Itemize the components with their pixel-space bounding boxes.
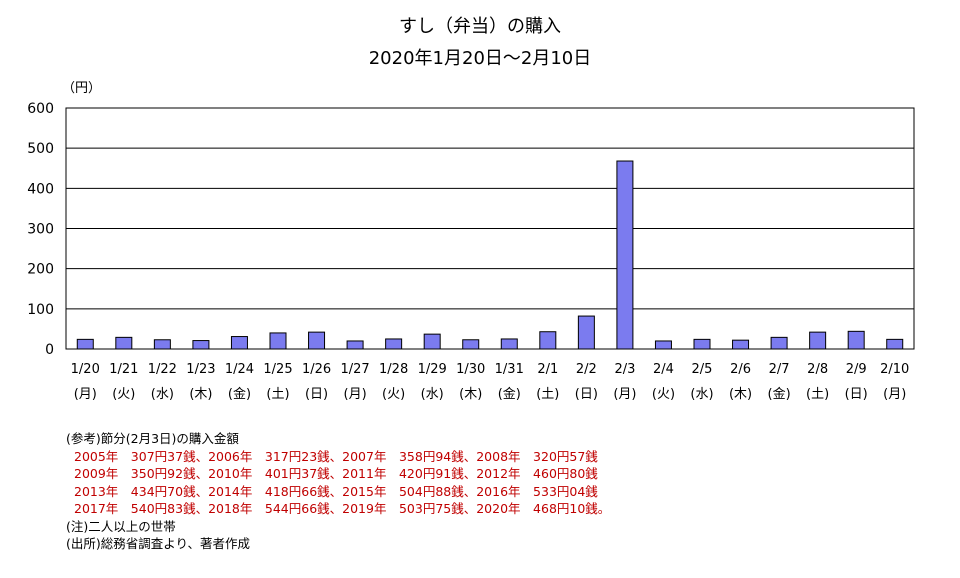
bar	[654, 340, 672, 350]
y-tick-label: 100	[27, 302, 54, 318]
bar	[230, 336, 248, 350]
x-weekday-label: (月)	[613, 387, 636, 402]
x-tick-label: 1/24	[225, 362, 254, 377]
x-weekday-label: (月)	[74, 387, 97, 402]
bar	[809, 331, 827, 350]
bar	[462, 339, 480, 350]
x-weekday-label: (火)	[112, 387, 135, 402]
x-tick-label: 1/27	[340, 362, 369, 377]
bar	[847, 330, 865, 350]
x-weekday-label: (土)	[806, 387, 829, 402]
x-tick-label: 2/3	[614, 362, 635, 377]
x-tick-label: 1/29	[418, 362, 447, 377]
chart-title: すし（弁当）の購入	[399, 16, 561, 37]
notes-line-2: 2009年 350円92銭、2010年 401円37銭、2011年 420円91…	[74, 466, 598, 481]
bars	[76, 160, 904, 350]
x-weekday-label: (日)	[845, 387, 868, 402]
x-weekday-label: (月)	[883, 387, 906, 402]
gridlines	[65, 107, 915, 350]
bar	[770, 336, 788, 350]
x-tick-label: 2/8	[807, 362, 828, 377]
x-weekday-label: (土)	[266, 387, 289, 402]
x-tick-labels: 1/20 (月) 1/21 (火) 1/22 (水) 1/23 (木) 1/24 (金) 1/25 (…	[71, 362, 910, 402]
bar	[192, 340, 210, 350]
x-weekday-label: (水)	[690, 387, 713, 402]
x-weekday-label: (火)	[382, 387, 405, 402]
bar	[577, 315, 595, 350]
y-tick-label: 300	[27, 222, 54, 238]
bar	[76, 338, 94, 350]
bar	[153, 339, 171, 350]
notes-heading: (参考)節分(2月3日)の購入金額	[66, 431, 239, 446]
bar	[539, 331, 557, 350]
bar	[886, 338, 904, 350]
y-tick-label: 600	[27, 101, 54, 117]
bar	[308, 331, 326, 350]
x-weekday-label: (金)	[768, 386, 791, 402]
source: (出所)総務省調査より、著者作成	[66, 536, 251, 551]
x-weekday-label: (金)	[228, 386, 251, 402]
x-weekday-label: (木)	[189, 387, 212, 402]
bar	[346, 340, 364, 350]
x-tick-label: 2/5	[692, 362, 713, 377]
x-tick-label: 1/26	[302, 362, 331, 377]
x-tick-label: 2/9	[846, 362, 867, 377]
x-weekday-label: (日)	[305, 387, 328, 402]
bar	[693, 338, 711, 350]
x-tick-label: 1/21	[109, 362, 138, 377]
bar	[500, 338, 518, 350]
x-weekday-label: (水)	[151, 387, 174, 402]
x-weekday-label: (月)	[344, 387, 367, 402]
x-tick-label: 1/23	[186, 362, 215, 377]
x-weekday-label: (日)	[575, 387, 598, 402]
x-tick-label: 2/2	[576, 362, 597, 377]
y-axis-label: （円）	[62, 81, 101, 96]
y-tick-label: 400	[27, 181, 54, 197]
notes-line-4: 2017年 540円83銭、2018年 544円66銭、2019年 503円75…	[74, 501, 611, 516]
notes-line-3: 2013年 434円70銭、2014年 418円66銭、2015年 504円88…	[74, 483, 598, 499]
x-tick-label: 2/7	[769, 362, 790, 377]
x-tick-label: 1/20	[71, 362, 100, 377]
x-weekday-label: (金)	[498, 386, 521, 402]
bar	[616, 160, 634, 350]
x-tick-label: 1/25	[263, 362, 292, 377]
bar	[115, 336, 133, 350]
x-tick-label: 1/28	[379, 362, 408, 377]
x-weekday-label: (水)	[421, 387, 444, 402]
y-tick-label: 200	[27, 262, 54, 278]
x-tick-label: 1/22	[148, 362, 177, 377]
y-ticks: 0 100 200 300 400 500 600	[27, 101, 54, 358]
chart-subtitle: 2020年1月20日～2月10日	[368, 48, 592, 69]
x-tick-label: 2/6	[730, 362, 751, 377]
bar	[269, 332, 287, 350]
y-tick-label: 0	[45, 342, 54, 358]
note: (注)二人以上の世帯	[66, 518, 176, 534]
notes-line-1: 2005年 307円37銭、2006年 317円23銭、2007年 358円94…	[74, 448, 598, 464]
x-tick-label: 1/30	[456, 362, 485, 377]
bar	[423, 333, 441, 350]
x-weekday-label: (木)	[729, 387, 752, 402]
x-tick-label: 2/4	[653, 362, 674, 377]
bar	[385, 338, 403, 350]
x-tick-label: 2/10	[880, 362, 909, 377]
bar	[732, 339, 750, 350]
x-weekday-label: (木)	[459, 387, 482, 402]
x-tick-label: 2/1	[537, 362, 558, 377]
notes: (参考)節分(2月3日)の購入金額 2005年 307円37銭、2006年 31…	[66, 430, 610, 553]
x-tick-label: 1/31	[495, 362, 524, 377]
x-weekday-label: (火)	[652, 387, 675, 402]
y-tick-label: 500	[27, 141, 54, 157]
x-weekday-label: (土)	[536, 387, 559, 402]
